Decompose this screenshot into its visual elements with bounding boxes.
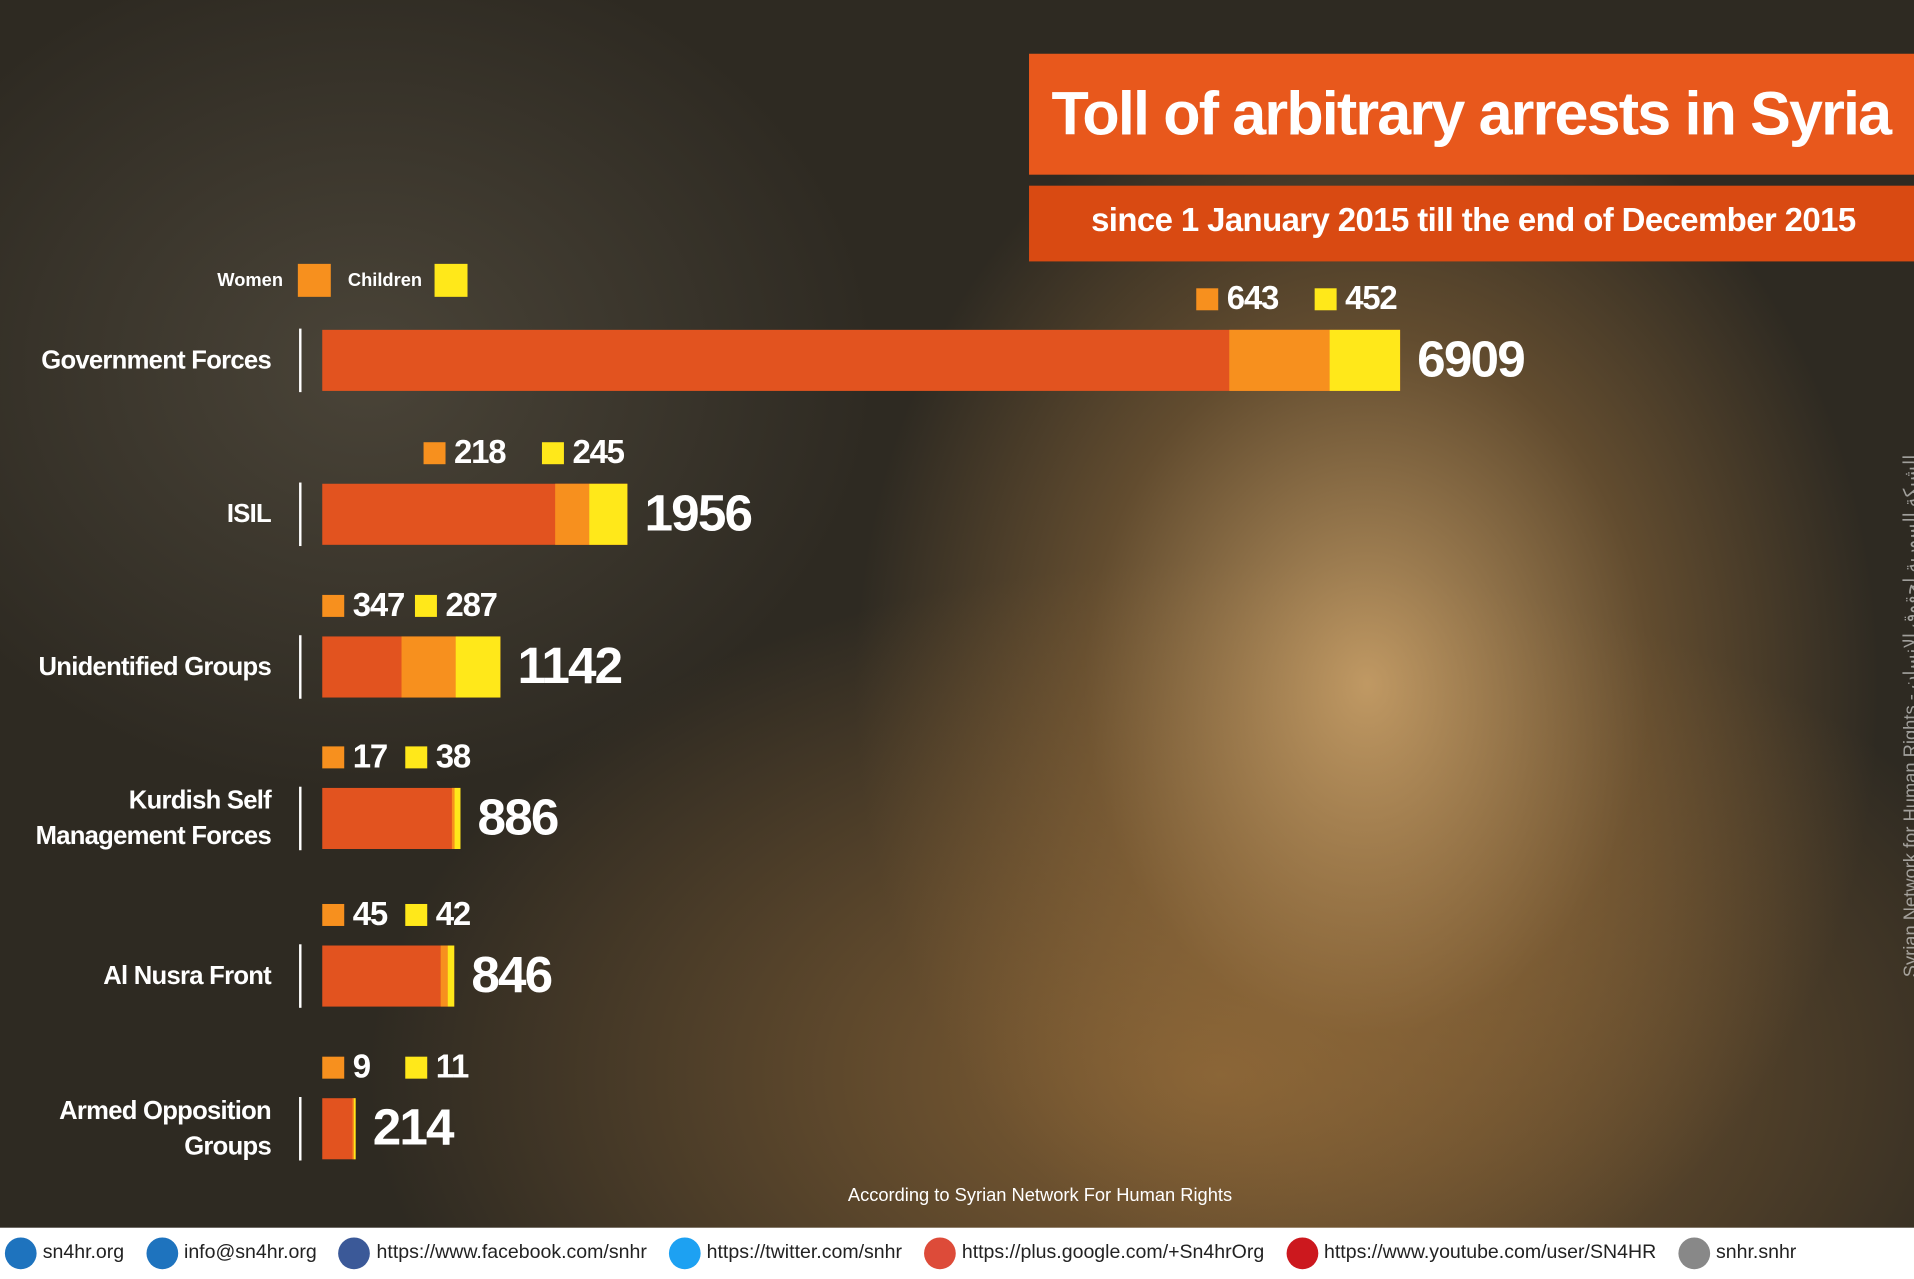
women-segment [1229, 329, 1330, 391]
total-label: 886 [478, 788, 558, 845]
footer-link[interactable]: sn4hr.org [42, 1242, 125, 1264]
category-label: Unidentified Groups [38, 652, 272, 682]
children-segment [353, 1098, 356, 1160]
women-segment [352, 1098, 354, 1160]
women-marker [322, 746, 345, 769]
footer-icon [668, 1237, 701, 1270]
chart-title: Toll of arbitrary arrests in Syria [1052, 80, 1894, 148]
category-label: ISIL [226, 500, 272, 529]
footer-item: https://twitter.com/snhr [668, 1237, 903, 1270]
category-label: Al Nusra Front [103, 962, 272, 991]
title-box [1029, 53, 1914, 175]
children-marker [405, 1056, 428, 1079]
women-marker [1196, 288, 1219, 311]
children-label: 11 [436, 1048, 469, 1085]
children-label: 245 [572, 433, 624, 470]
footer-link[interactable]: https://plus.google.com/+Sn4hrOrg [961, 1242, 1265, 1264]
bar [322, 787, 461, 850]
children-segment [447, 945, 455, 1007]
women-marker [322, 1056, 345, 1079]
children-segment [1329, 329, 1401, 391]
women-marker [322, 903, 345, 926]
chart-subtitle: since 1 January 2015 till the end of Dec… [1091, 201, 1856, 238]
legend-swatch [434, 263, 468, 297]
children-label: 38 [436, 737, 471, 774]
bar [322, 945, 455, 1007]
footer-link[interactable]: https://twitter.com/snhr [706, 1242, 903, 1264]
children-marker [405, 746, 428, 769]
footer-icon [924, 1237, 956, 1270]
women-label: 218 [454, 433, 506, 470]
credit: Syrian Network for Human Rights - الشبكة… [1900, 454, 1914, 978]
footer-icon [1678, 1237, 1710, 1270]
women-label: 17 [353, 737, 387, 774]
footer-item: sn4hr.org [4, 1237, 125, 1270]
category-label: Armed Opposition Groups [59, 1096, 272, 1161]
category-label: Government Forces [41, 346, 271, 375]
footer-icon [4, 1237, 37, 1270]
footer-item: snhr.snhr [1678, 1237, 1797, 1270]
children-label: 287 [445, 586, 496, 623]
total-label: 214 [373, 1099, 455, 1156]
women-marker [322, 594, 345, 617]
women-label: 347 [353, 586, 404, 623]
women-label: 9 [353, 1048, 371, 1085]
children-marker [405, 903, 428, 926]
women-label: 45 [353, 895, 388, 932]
legend-swatch [297, 263, 331, 297]
footer-link[interactable]: https://www.facebook.com/snhr [376, 1242, 647, 1264]
children-marker [1314, 288, 1337, 311]
children-label: 42 [436, 895, 471, 932]
total-label: 846 [471, 946, 551, 1003]
subtitle-box [1029, 185, 1914, 262]
women-label: 643 [1227, 279, 1279, 316]
footer-icon [338, 1237, 371, 1270]
legend-label: Women [217, 269, 283, 290]
women-segment [555, 483, 590, 545]
children-segment [589, 483, 628, 545]
footer: sn4hr.org info@sn4hr.org https://www.faceb… [0, 1227, 1914, 1279]
total-label: 6909 [1417, 330, 1524, 387]
women-segment [440, 945, 448, 1007]
footer-link[interactable]: https://www.youtube.com/user/SN4HR [1324, 1242, 1657, 1264]
category-label: Kurdish Self Management Forces [35, 786, 272, 851]
children-segment [454, 787, 461, 850]
footer-icon [146, 1237, 178, 1270]
women-segment [451, 787, 455, 850]
bar [322, 1098, 356, 1160]
footer-item: https://www.youtube.com/user/SN4HR [1286, 1237, 1657, 1270]
footer-item: https://plus.google.com/+Sn4hrOrg [924, 1237, 1265, 1270]
women-segment [401, 636, 456, 698]
children-segment [455, 636, 501, 698]
footer-item: info@sn4hr.org [146, 1237, 317, 1270]
footer-icon [1286, 1237, 1318, 1270]
legend-label: Children [348, 269, 422, 290]
source-note: According to Syrian Network For Human Ri… [848, 1184, 1232, 1205]
total-label: 1142 [518, 637, 622, 694]
footer-link[interactable]: snhr.snhr [1715, 1242, 1797, 1264]
children-label: 452 [1345, 279, 1397, 316]
children-marker [541, 442, 564, 465]
total-label: 1956 [644, 484, 751, 541]
footer-link[interactable]: info@sn4hr.org [183, 1242, 317, 1264]
bar [322, 329, 1401, 391]
children-marker [414, 594, 437, 617]
women-marker [423, 442, 446, 465]
footer-item: https://www.facebook.com/snhr [338, 1237, 647, 1270]
